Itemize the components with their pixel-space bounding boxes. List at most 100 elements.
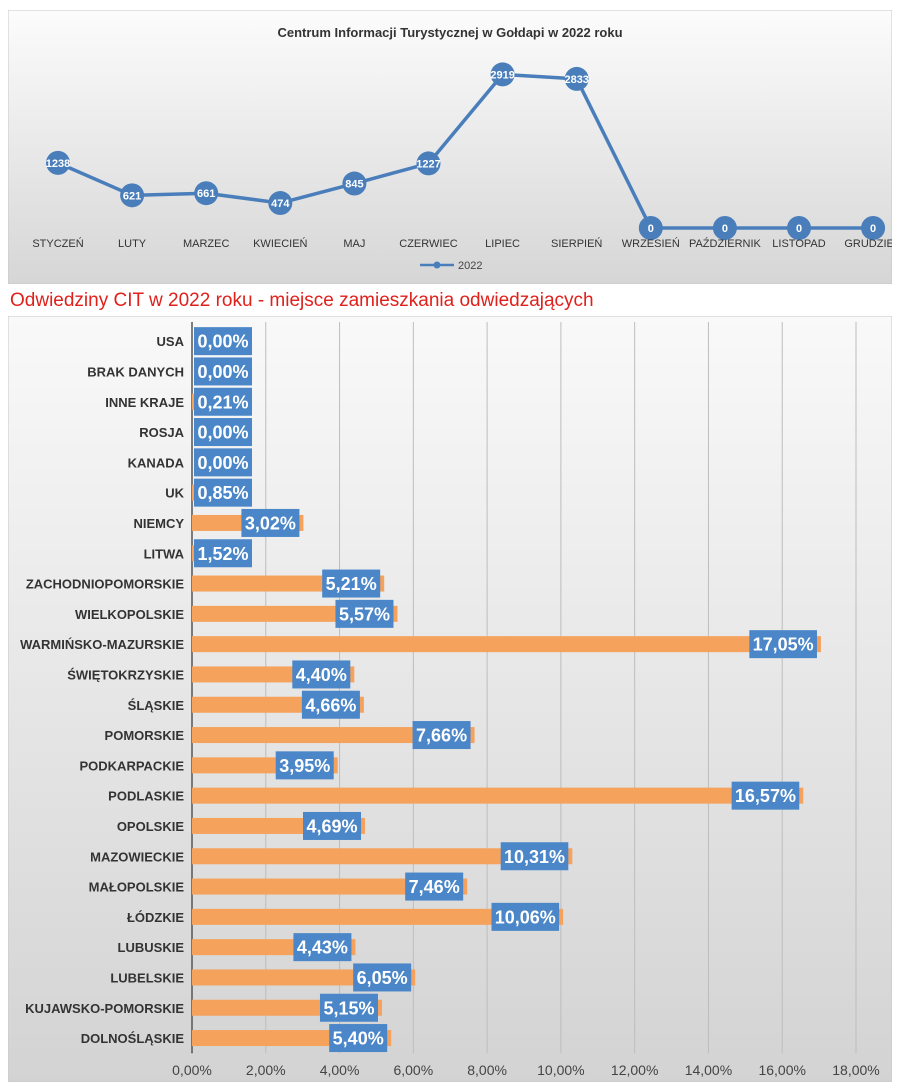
- data-label-box: [319, 993, 378, 1022]
- month-label: STYCZEŃ: [32, 237, 83, 250]
- category-label: MAZOWIECKIE: [90, 849, 184, 864]
- bar: [192, 848, 573, 865]
- month-labels: STYCZEŃ LUTY MARZEC KWIECIEŃ MAJ CZERWIEC LIPI…: [32, 237, 900, 250]
- x-tick-label: 8,00%: [467, 1062, 507, 1078]
- x-tick-label: 18,00%: [832, 1062, 879, 1078]
- data-label: 1,52%: [197, 544, 248, 564]
- line-legend: 2022: [420, 260, 482, 272]
- data-label-box: [194, 418, 252, 447]
- bar-chart-title: Odwiedziny CIT w 2022 roku - miejsce zam…: [10, 290, 594, 311]
- category-label: OPOLSKIE: [117, 819, 185, 834]
- data-label-box: [322, 569, 381, 598]
- line-point: [861, 216, 886, 240]
- data-label: 0,85%: [197, 483, 248, 503]
- point-value-label: 0: [722, 223, 728, 235]
- line-point: [564, 66, 589, 91]
- line-point: [416, 151, 441, 176]
- data-label-box: [491, 902, 560, 931]
- data-label: 4,69%: [306, 816, 357, 836]
- data-label: 0,00%: [197, 362, 248, 382]
- x-tick-label: 0,00%: [172, 1062, 212, 1078]
- bar: [192, 878, 468, 895]
- point-value-label: 0: [796, 223, 802, 235]
- category-label: ŁÓDZKIE: [127, 910, 184, 925]
- data-label: 5,21%: [326, 574, 377, 594]
- line-point: [268, 191, 293, 216]
- category-labels: USA BRAK DANYCH INNE KRAJE ROSJA KANADA UK NIE…: [20, 334, 185, 1046]
- data-label-box: [194, 539, 252, 568]
- data-label: 4,66%: [305, 695, 356, 715]
- line-chart-panel: Centrum Informacji Turystycznej w Gołdap…: [7, 9, 900, 285]
- line-point: [194, 181, 219, 206]
- month-label: CZERWIEC: [399, 238, 458, 250]
- category-label: KUJAWSKO-POMORSKIE: [25, 1001, 184, 1016]
- data-label-box: [749, 630, 817, 659]
- x-tick-label: 14,00%: [685, 1062, 732, 1078]
- category-label: ROSJA: [139, 425, 184, 440]
- x-tick-label: 10,00%: [537, 1062, 584, 1078]
- data-label-box: [301, 690, 360, 719]
- data-label-box: [731, 781, 800, 810]
- data-label-box: [500, 842, 569, 871]
- bar: [192, 908, 564, 925]
- line-chart-title: Centrum Informacji Turystycznej w Gołdap…: [277, 25, 622, 40]
- data-label-box: [412, 721, 471, 750]
- line-series-layer: 1238 621 661 474 845 1227 2919 2833 0 0 0 0: [46, 62, 886, 240]
- point-value-label: 1238: [46, 158, 70, 170]
- data-label-box: [194, 357, 252, 386]
- month-label: PAŹDZIERNIK: [689, 237, 762, 250]
- data-label: 7,46%: [409, 877, 460, 897]
- point-value-label: 474: [271, 198, 290, 210]
- data-label: 7,66%: [416, 726, 467, 746]
- point-value-label: 621: [123, 190, 141, 202]
- data-label: 0,21%: [197, 392, 248, 412]
- category-label: WARMIŃSKO-MAZURSKIE: [20, 637, 184, 652]
- data-label: 16,57%: [735, 786, 796, 806]
- line-point: [638, 216, 663, 240]
- point-value-label: 1227: [416, 158, 440, 170]
- category-label: BRAK DANYCH: [87, 364, 184, 379]
- data-label: 5,15%: [323, 998, 374, 1018]
- bar: [192, 636, 821, 653]
- x-tick-labels: 0,00% 2,00% 4,00% 6,00% 8,00% 10,00% 12,00% 14,…: [172, 1062, 880, 1078]
- data-label: 4,40%: [296, 665, 347, 685]
- data-label-box: [194, 327, 252, 356]
- bar-chart-panel: 0,00% 0,00% 0,21% 0,00% 0,00% 0,85% 3,02% 1,52%…: [7, 315, 893, 1083]
- data-label: 5,40%: [333, 1029, 384, 1049]
- data-label: 10,06%: [495, 907, 556, 927]
- category-label: WIELKOPOLSKIE: [75, 607, 184, 622]
- data-label-box: [241, 508, 300, 537]
- bar-chart-background: [7, 315, 893, 1083]
- line-point: [490, 62, 515, 87]
- x-tick-label: 12,00%: [611, 1062, 658, 1078]
- line-point: [712, 216, 737, 240]
- line-point: [120, 183, 145, 208]
- x-tick-label: 16,00%: [758, 1062, 805, 1078]
- data-label-box: [194, 478, 252, 507]
- category-label: ŚWIĘTOKRZYSKIE: [67, 667, 184, 682]
- category-label: MAŁOPOLSKIE: [89, 880, 185, 895]
- point-value-label: 2919: [490, 69, 514, 81]
- category-label: KANADA: [128, 455, 185, 470]
- line-point: [342, 171, 367, 196]
- month-label: GRUDZIEŃ: [844, 237, 892, 250]
- line-chart: Centrum Informacji Turystycznej w Gołdap…: [7, 9, 900, 285]
- month-label: MARZEC: [183, 238, 230, 250]
- month-label: LIPIEC: [485, 238, 520, 250]
- x-tick-label: 2,00%: [246, 1062, 286, 1078]
- x-tick-label: 6,00%: [393, 1062, 433, 1078]
- data-label: 5,57%: [339, 604, 390, 624]
- legend-marker: [433, 261, 441, 269]
- month-label: MAJ: [343, 238, 365, 250]
- data-label-box: [303, 811, 362, 840]
- category-label: PODKARPACKIE: [80, 758, 185, 773]
- data-label: 10,31%: [504, 847, 565, 867]
- x-tick-label: 4,00%: [320, 1062, 360, 1078]
- category-label: USA: [157, 334, 185, 349]
- month-label: LUTY: [118, 238, 147, 250]
- series-line-2022: [57, 72, 874, 230]
- category-label: LITWA: [144, 546, 185, 561]
- data-label: 4,43%: [297, 938, 348, 958]
- data-label-box: [293, 933, 352, 962]
- data-label-box: [335, 599, 394, 628]
